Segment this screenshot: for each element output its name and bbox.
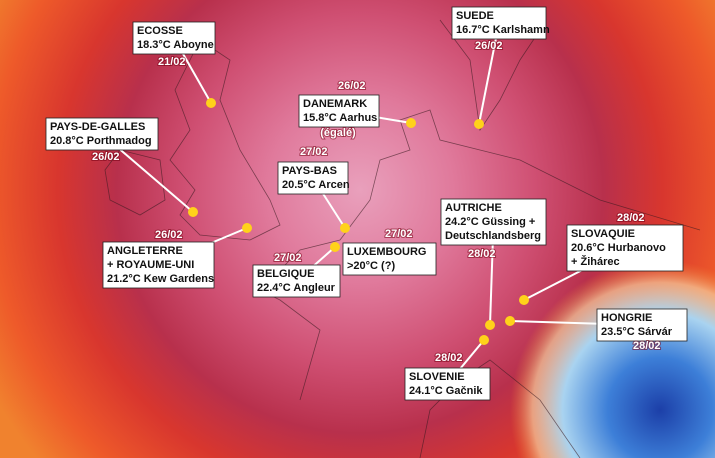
- label-line: SLOVAQUIE: [571, 228, 635, 240]
- label-box: [440, 198, 547, 246]
- city-label: HONGRIE 23.5°C Sárvár 28/02: [505, 308, 688, 353]
- location-dot: [242, 223, 252, 233]
- labels: ECOSSE 18.3°C Aboyne 21/02 SUEDE 16.7°C Karl…: [45, 6, 688, 401]
- location-dot: [206, 98, 216, 108]
- date: 27/02: [300, 146, 328, 158]
- location-dot: [519, 295, 529, 305]
- label-box: [596, 308, 688, 342]
- label-line: >20°C (?): [347, 260, 395, 272]
- city-label: LUXEMBOURG >20°C (?) 27/02: [342, 227, 437, 276]
- label-line: 20.6°C Hurbanovo: [571, 242, 666, 254]
- date: 27/02: [385, 228, 413, 240]
- label-line: BELGIQUE: [257, 268, 314, 280]
- city-label: PAYS-BAS 20.5°C Arcen 27/02: [277, 145, 350, 233]
- label-box: [102, 241, 215, 289]
- location-dot: [330, 242, 340, 252]
- label-line: SLOVENIE: [409, 371, 465, 383]
- label-line: LUXEMBOURG: [347, 246, 426, 258]
- label-line: 21.2°C Kew Gardens: [107, 273, 214, 285]
- label-line: 24.1°C Gačnik: [409, 385, 483, 397]
- city-label: BELGIQUE 22.4°C Angleur 27/02: [252, 242, 341, 298]
- date: 28/02: [468, 248, 496, 260]
- label-line: 22.4°C Angleur: [257, 282, 336, 294]
- location-dot: [188, 207, 198, 217]
- date: 28/02: [617, 212, 645, 224]
- location-dot: [479, 335, 489, 345]
- label-box: [252, 264, 341, 298]
- label-box: [298, 94, 380, 128]
- date: 26/02: [338, 80, 366, 92]
- label-box: [451, 6, 547, 40]
- label-line: 24.2°C Güssing +: [445, 216, 535, 228]
- label-line: 23.5°C Sárvár: [601, 326, 673, 338]
- date: 26/02: [92, 151, 120, 163]
- label-box: [342, 242, 437, 276]
- label-line: 16.7°C Karlshamn: [456, 24, 550, 36]
- city-label: ANGLETERRE + ROYAUME-UNI 21.2°C Kew Garden…: [102, 223, 252, 289]
- location-dot: [485, 320, 495, 330]
- date: 26/02: [155, 229, 183, 241]
- city-label: PAYS-DE-GALLES 20.8°C Porthmadog 26/02: [45, 117, 198, 217]
- location-dot: [474, 119, 484, 129]
- city-label: AUTRICHE 24.2°C Güssing + Deutschlandsberg…: [440, 198, 547, 330]
- label-line: 20.8°C Porthmadog: [50, 135, 152, 147]
- city-label: DANEMARK 15.8°C Aarhus 26/02 (égalé): [298, 79, 416, 140]
- label-line: ANGLETERRE: [107, 245, 183, 257]
- date: 21/02: [158, 56, 186, 68]
- location-dot: [406, 118, 416, 128]
- label-line: 15.8°C Aarhus: [303, 112, 377, 124]
- date: 28/02: [633, 340, 661, 352]
- city-label: SLOVAQUIE 20.6°C Hurbanovo+ Žihárec 28/02: [519, 211, 684, 305]
- label-line: + Žihárec: [571, 255, 620, 268]
- label-line: PAYS-BAS: [282, 165, 337, 177]
- date: 27/02: [274, 252, 302, 264]
- label-line: 20.5°C Arcen: [282, 179, 350, 191]
- label-box: [277, 161, 349, 195]
- label-line: + ROYAUME-UNI: [107, 259, 194, 271]
- label-box: [45, 117, 159, 151]
- location-dot: [340, 223, 350, 233]
- date: 28/02: [435, 352, 463, 364]
- city-label: ECOSSE 18.3°C Aboyne 21/02: [132, 21, 216, 108]
- pointer-line: [478, 22, 500, 125]
- label-line: ECOSSE: [137, 25, 183, 37]
- label-line: SUEDE: [456, 10, 494, 22]
- label-line: DANEMARK: [303, 98, 367, 110]
- date: 26/02: [475, 40, 503, 52]
- label-line: AUTRICHE: [445, 202, 502, 214]
- label-box: [404, 367, 491, 401]
- label-line: PAYS-DE-GALLES: [50, 121, 145, 133]
- label-box: [566, 224, 684, 272]
- label-line: 18.3°C Aboyne: [137, 39, 214, 51]
- city-label: SLOVENIE 24.1°C Gačnik 28/02: [404, 335, 491, 401]
- label-box: [132, 21, 216, 55]
- city-label: SUEDE 16.7°C Karlshamn 26/02: [451, 6, 550, 129]
- note: (égalé): [320, 127, 356, 139]
- label-line: HONGRIE: [601, 312, 652, 324]
- location-dot: [505, 316, 515, 326]
- label-line: Deutschlandsberg: [445, 230, 541, 242]
